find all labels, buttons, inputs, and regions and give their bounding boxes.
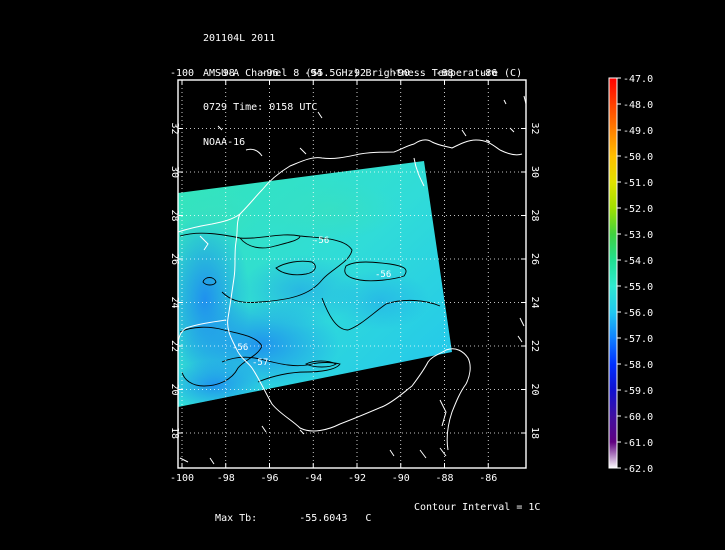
colorbar-label: -49.0 [623,126,653,137]
lat-lon-grid [178,80,526,468]
colorbar-label: -55.0 [623,282,653,293]
lat-label: 32 [529,122,540,134]
contour-label: -56 [232,343,248,353]
lat-label: 32 [169,122,180,134]
colorbar-label: -57.0 [623,334,653,345]
lon-label: -96 [260,473,278,484]
contour-lines [179,232,441,387]
lon-label: -94 [304,473,322,484]
colorbar-label: -50.0 [623,152,653,163]
colorbar-segment [609,182,617,209]
lat-label: 26 [529,253,540,265]
lat-label: 28 [529,209,540,221]
max-tb-readout: Max Tb: -55.6043 C [203,502,371,524]
colorbar-label: -48.0 [623,100,653,111]
lat-label: 30 [169,166,180,178]
colorbar-frame [608,77,618,469]
contour-interval: Contour Interval = 1C [414,502,541,513]
axis-ticks [178,80,526,468]
lat-label: 18 [529,427,540,439]
contour-label: -56 [313,236,329,246]
colorbar-segment [609,312,617,339]
lon-label: -92 [348,473,366,484]
lon-label: -100 [170,473,194,484]
satellite-line: NOAA-16 [203,136,246,148]
colorbar-label: -60.0 [623,412,653,423]
lat-label: 18 [169,427,180,439]
colorbar-segment [609,416,617,443]
lat-label: 28 [169,209,180,221]
time-line: 0729 Time: 0158 UTC [203,102,318,113]
lat-label: 26 [169,253,180,265]
max-tb-value: -55.6043 [299,513,348,524]
lat-label: 22 [529,340,540,352]
lat-label: 24 [169,296,180,308]
colorbar-segment [609,364,617,391]
brightness-swath [178,161,452,407]
channel-line: AMSU-A Channel 8 (55.5GHz) Brightness Te… [203,67,523,79]
lon-label: -98 [217,473,235,484]
colorbar-segment [609,390,617,417]
colorbar-label: -61.0 [623,438,653,449]
lat-label: 20 [169,383,180,395]
colorbar-segment [609,260,617,287]
colorbar-segment [609,286,617,313]
colorbar-label: -51.0 [623,178,653,189]
lon-label: -90 [392,68,410,79]
lon-label: -96 [260,68,278,79]
storm-id-line: 201104L 2011 [203,33,276,44]
lon-label: -94 [304,68,322,79]
colorbar-segment [609,78,617,105]
longitude-labels: -100 -100 -98 -98 -96 -96 -94 -94 -92 -92 -90 -90 -8… [170,68,497,484]
colorbar-label: -58.0 [623,360,653,371]
colorbar: -47.0 -48.0 -49.0 -50.0 -51.0 -52.0 -53.0 -54.0… [608,74,653,475]
lon-label: -86 [479,68,497,79]
contour-labels: -56 -56 -56 -57 [232,236,391,368]
lon-label: -88 [435,473,453,484]
colorbar-segment [609,130,617,157]
lon-label: -86 [479,473,497,484]
contour-label: -57 [252,358,268,368]
max-tb-unit: C [365,513,372,524]
coastline [177,95,527,465]
colorbar-label: -52.0 [623,204,653,215]
colorbar-segment [609,104,617,131]
max-tb-label: Max Tb: [215,513,258,524]
lat-label: 22 [169,340,180,352]
contour-label: -56 [375,270,391,280]
colorbar-segment [609,208,617,235]
lon-label: -90 [392,473,410,484]
lat-label: 30 [529,166,540,178]
plot-header: 201104L 2011 AMSU-A Channel 8 (55.5GHz) … [203,10,522,160]
colorbar-segment [609,338,617,365]
lon-label: -88 [435,68,453,79]
colorbar-label: -53.0 [623,230,653,241]
colorbar-segment [609,442,617,469]
lon-label: -100 [170,68,194,79]
lat-label: 20 [529,383,540,395]
latitude-labels: 18 18 20 20 22 22 24 24 26 26 28 28 30 30 32 32 [169,122,540,439]
lon-label: -98 [217,68,235,79]
colorbar-label: -47.0 [623,74,653,85]
map-frame [177,79,527,469]
colorbar-segment [609,156,617,183]
colorbar-label: -54.0 [623,256,653,267]
colorbar-label: -56.0 [623,308,653,319]
colorbar-label: -62.0 [623,464,653,475]
colorbar-segment [609,234,617,261]
colorbar-label: -59.0 [623,386,653,397]
lon-label: -92 [348,68,366,79]
lat-label: 24 [529,296,540,308]
